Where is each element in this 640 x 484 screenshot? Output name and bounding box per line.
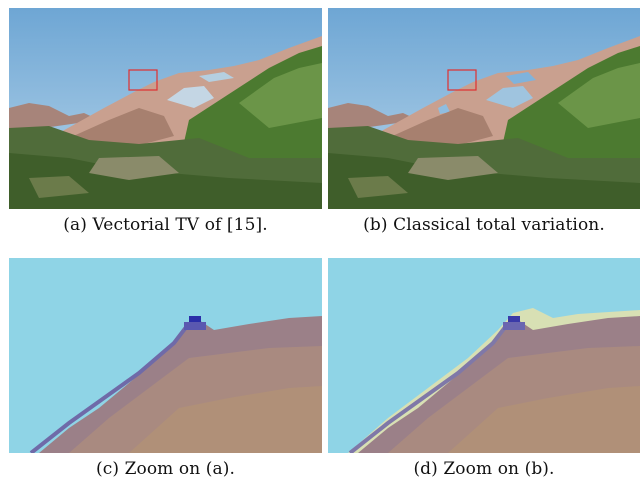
landscape-image-a bbox=[9, 8, 322, 209]
caption-d: (d) Zoom on (b). bbox=[413, 459, 555, 479]
landscape-image-b bbox=[328, 8, 640, 209]
caption-b: (b) Classical total variation. bbox=[363, 215, 605, 235]
caption-c: (c) Zoom on (a). bbox=[96, 459, 235, 479]
zoom-image-c bbox=[9, 258, 322, 453]
zoom-image-d bbox=[328, 258, 640, 453]
caption-a: (a) Vectorial TV of [15]. bbox=[63, 215, 268, 235]
